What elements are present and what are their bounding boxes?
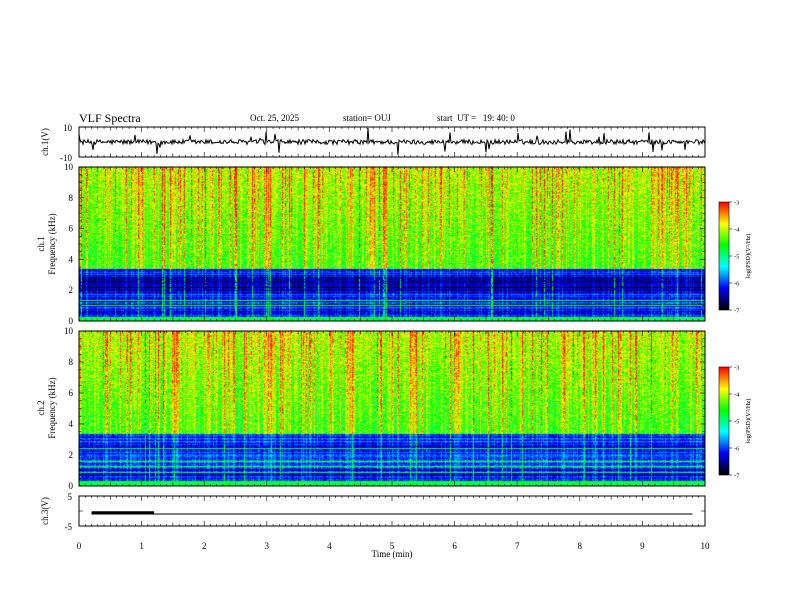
colorbar-tick-label: -6: [734, 446, 740, 453]
x-tick-label: 4: [327, 541, 332, 551]
x-tick-label: 9: [640, 541, 645, 551]
ch1-trace: [78, 127, 706, 155]
colorbar-tick-label: -7: [734, 308, 740, 315]
x-tick-labels: 0 1 2 3 4 5 6 7 8 9 10: [77, 541, 710, 551]
y-tick-label: 0: [69, 481, 74, 491]
colorbar-tick-label: -3: [734, 200, 739, 207]
colorbar-ch1-ticks: -3 -4 -5 -6 -7: [729, 200, 740, 315]
ch2-spectrogram-ticks: 0 2 4 6 8 10: [64, 326, 706, 491]
y-tick-label: 6: [69, 388, 74, 398]
ch1-ytick-top: 10: [63, 123, 73, 133]
y-tick-label: 2: [69, 285, 74, 295]
ch3-ylabel: ch.3(V): [40, 497, 50, 525]
ch3-ytick-bottom: -5: [65, 522, 73, 532]
colorbar-ch1: -3 -4 -5 -6 -7 log(PSD)(V²/Hz): [718, 200, 752, 315]
y-tick-label: 4: [69, 254, 74, 264]
ch3-tick-marks: [78, 495, 706, 527]
date-label: Oct. 25, 2025: [250, 113, 299, 123]
start-time-label: start UT = 19: 40: 0: [437, 113, 515, 123]
x-tick-label: 0: [77, 541, 82, 551]
colorbar-tick-label: -5: [734, 419, 739, 426]
ch2-freq-label-channel: ch.2: [36, 400, 46, 415]
x-tick-label: 7: [515, 541, 520, 551]
ch2-freq-label-axis: Frequency (kHz): [47, 377, 57, 438]
y-tick-label: 10: [64, 162, 74, 172]
y-tick-label: 10: [64, 326, 74, 336]
x-tick-label: 3: [265, 541, 270, 551]
ch1-freq-label-channel: ch.1: [36, 236, 46, 251]
x-tick-label: 2: [202, 541, 207, 551]
y-tick-label: 2: [69, 450, 74, 460]
ch2-spectrogram-canvas: [79, 331, 705, 486]
ch1-spectrogram-ticks: 0 2 4 6 8 10: [64, 162, 706, 326]
x-tick-label: 5: [390, 541, 395, 551]
y-tick-label: 8: [69, 357, 74, 367]
ch2-spectrogram-panel: 0 2 4 6 8 10 ch.2 Frequency (kHz): [36, 326, 706, 491]
ch1-spectrogram-canvas: [79, 167, 705, 321]
colorbar-ch1-canvas: [719, 202, 729, 310]
colorbar-tick-label: -3: [734, 365, 739, 372]
ch1-ytick-bottom: -10: [60, 153, 72, 163]
colorbar-tick-label: -5: [734, 254, 739, 261]
colorbar-ch2-label: log(PSD)(V²/Hz): [745, 399, 752, 444]
colorbar-tick-label: -4: [734, 227, 740, 234]
y-tick-label: 6: [69, 224, 74, 234]
x-tick-label: 1: [139, 541, 144, 551]
ch1-spectrogram-panel: 0 2 4 6 8 10 ch.1 Frequency (kHz): [36, 162, 706, 326]
y-tick-label: 4: [69, 419, 74, 429]
ch1-waveform-panel: 10 -10 ch.1(V): [40, 123, 706, 163]
x-tick-label: 6: [452, 541, 457, 551]
colorbar-tick-label: -7: [734, 473, 740, 480]
colorbar-ch2-ticks: -3 -4 -5 -6 -7: [729, 365, 740, 480]
colorbar-ch2: -3 -4 -5 -6 -7 log(PSD)(V²/Hz): [718, 365, 752, 480]
figure-title: VLF Spectra: [79, 111, 141, 125]
y-tick-label: 8: [69, 193, 74, 203]
ch1-tick-marks: [78, 126, 706, 158]
ch3-waveform-panel: 5 -5 ch.3(V) 0 1 2 3 4 5 6 7 8 9 10 Time (min): [40, 492, 710, 559]
colorbar-tick-label: -6: [734, 281, 740, 288]
colorbar-tick-label: -4: [734, 392, 740, 399]
colorbar-ch2-canvas: [719, 367, 729, 475]
x-tick-label: 10: [701, 541, 711, 551]
ch1-ylabel: ch.1(V): [40, 128, 50, 156]
ch3-ytick-top: 5: [68, 492, 73, 502]
colorbar-ch1-label: log(PSD)(V²/Hz): [745, 234, 752, 279]
station-label: station= OUJ: [343, 113, 391, 123]
ch1-freq-label-axis: Frequency (kHz): [47, 213, 57, 274]
y-tick-label: 0: [69, 316, 74, 326]
x-axis-label: Time (min): [372, 549, 413, 559]
x-tick-label: 8: [578, 541, 583, 551]
